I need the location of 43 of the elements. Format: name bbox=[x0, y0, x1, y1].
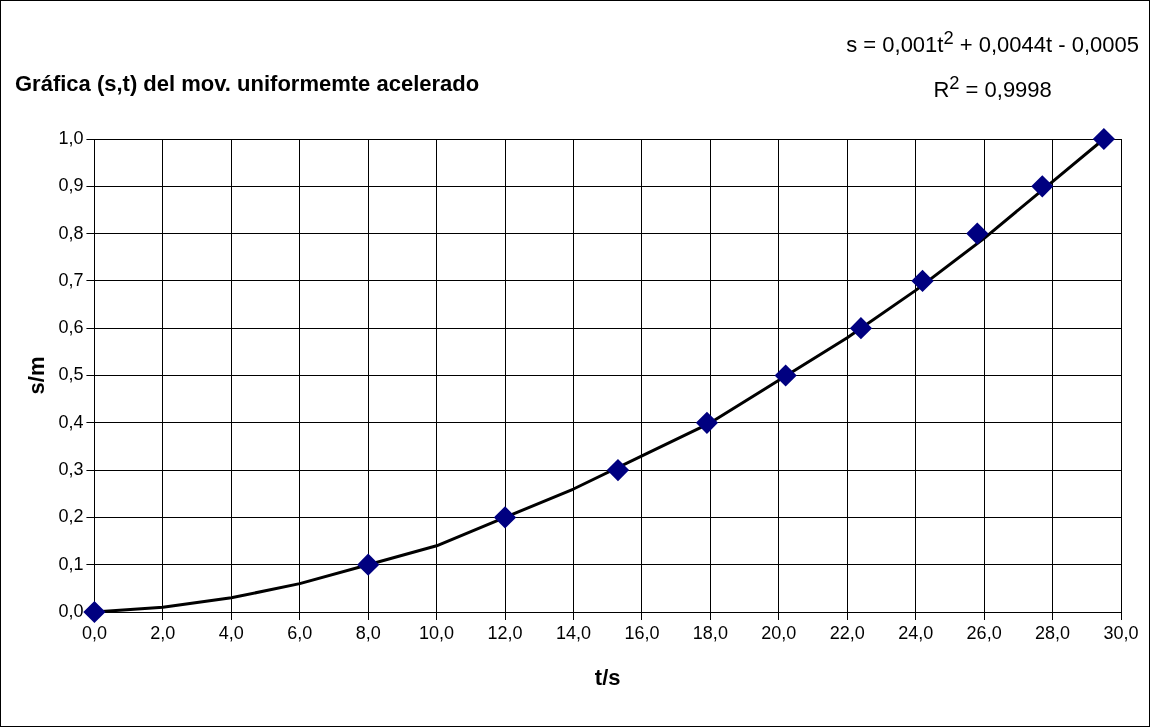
text: R$^{2}$ = 0,9998 bbox=[932, 71, 1053, 105]
y-tick-label: 0,9 bbox=[58, 175, 84, 196]
point bbox=[775, 365, 797, 386]
point bbox=[1031, 175, 1053, 197]
point bbox=[850, 317, 872, 339]
y-tick-label: 0,7 bbox=[58, 269, 84, 290]
x-tick-label: 22,0 bbox=[829, 622, 865, 643]
x-tick-label: 28,0 bbox=[1035, 622, 1071, 643]
x-tick-label: 26,0 bbox=[966, 622, 1002, 643]
point bbox=[357, 554, 379, 576]
point bbox=[966, 223, 988, 245]
x-tick-label: 6,0 bbox=[287, 622, 313, 643]
y-tick-label: 0,4 bbox=[58, 411, 84, 432]
x-tick-label: 8,0 bbox=[355, 622, 381, 643]
x-tick-label: 20,0 bbox=[761, 622, 797, 643]
x-tick-label: 30,0 bbox=[1103, 622, 1139, 643]
point bbox=[912, 270, 934, 292]
point bbox=[1093, 128, 1115, 150]
x-tick-label: 14,0 bbox=[555, 622, 592, 643]
chart-title: Gráfica (s,t) del mov. uniformemte acelerado bbox=[15, 71, 480, 97]
x-tick-label: 12,0 bbox=[487, 622, 523, 643]
x-tick-label: 16,0 bbox=[624, 622, 660, 643]
y-tick-label: 0,3 bbox=[58, 459, 84, 480]
y-tick-label: 0,1 bbox=[58, 553, 84, 574]
y-tick-label: 0,0 bbox=[58, 600, 84, 621]
point bbox=[494, 506, 516, 528]
x-axis-title: t/s bbox=[594, 664, 621, 690]
x-tick-label: 4,0 bbox=[218, 622, 244, 643]
y-axis-title: s/m bbox=[24, 356, 50, 395]
point bbox=[83, 601, 105, 623]
y-tick-label: 0,2 bbox=[58, 506, 84, 527]
x-tick-label: 0,0 bbox=[81, 622, 107, 643]
y-tick-label: 0,5 bbox=[58, 364, 84, 385]
point bbox=[607, 459, 629, 481]
x-tick-label: 18,0 bbox=[692, 622, 728, 643]
y-tick-label: 0,8 bbox=[58, 222, 84, 243]
y-tick-label: 1,0 bbox=[58, 127, 84, 148]
x-tick-label: 10,0 bbox=[419, 622, 455, 643]
y-tick-label: 0,6 bbox=[58, 317, 84, 338]
text: s = 0,001t$^{2}$ + 0,0044t - 0,0005 bbox=[846, 26, 1139, 60]
point bbox=[696, 412, 718, 434]
x-tick-label: 24,0 bbox=[898, 622, 934, 643]
x-tick-label: 2,0 bbox=[150, 622, 176, 643]
